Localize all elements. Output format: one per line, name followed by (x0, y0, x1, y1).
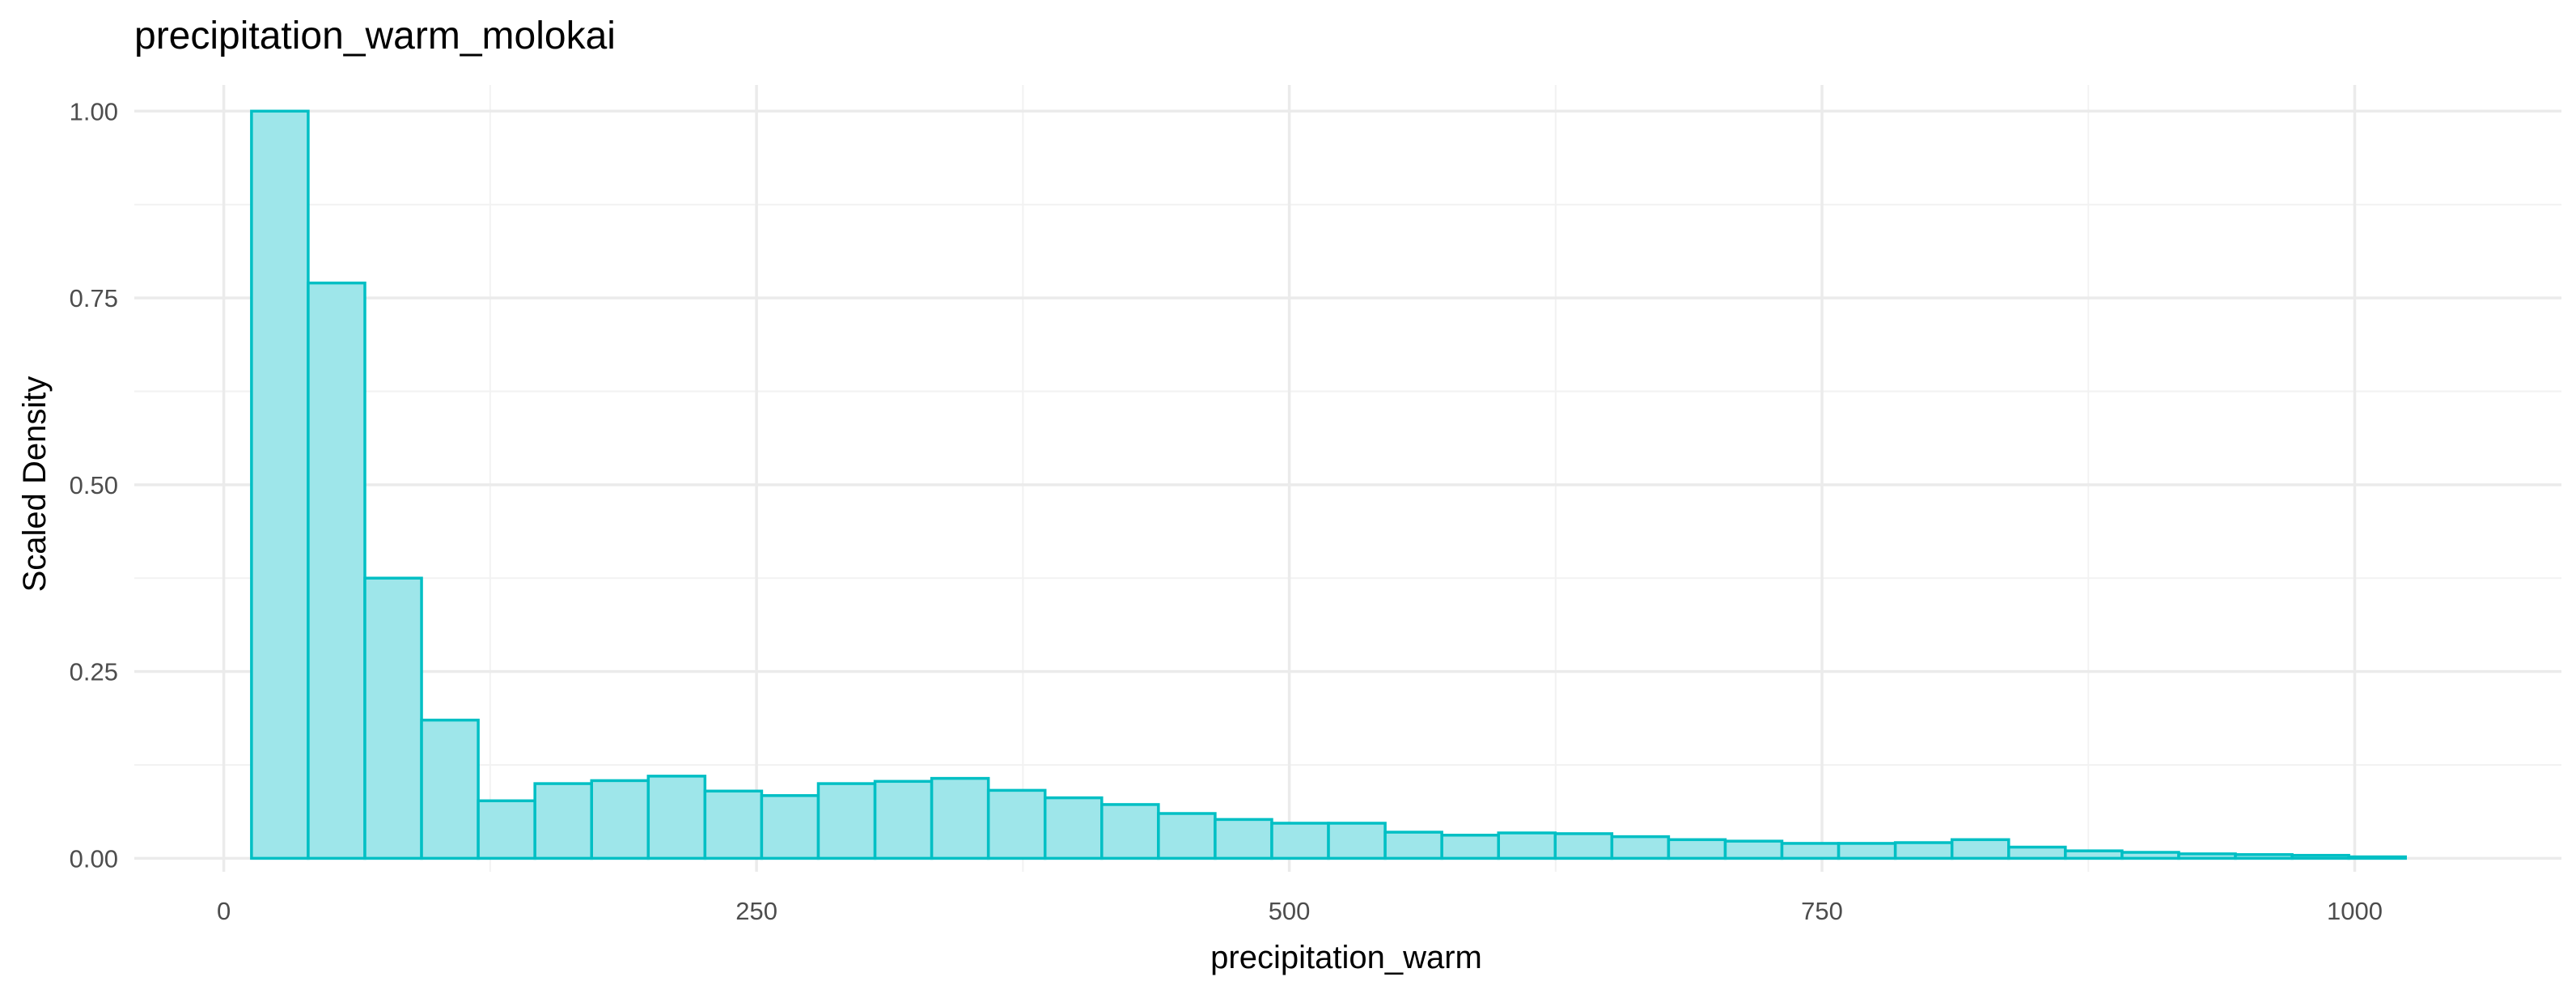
histogram-bar (1440, 834, 1500, 860)
y-tick-label: 0.75 (70, 284, 118, 312)
histogram-bar (1214, 818, 1273, 860)
histogram-bar (986, 788, 1047, 860)
histogram-bar (646, 775, 707, 860)
histogram-bar (1383, 830, 1443, 860)
histogram-bar (2290, 853, 2350, 860)
histogram-bar (2347, 855, 2407, 860)
histogram-bar (1157, 812, 1217, 860)
histogram-bar (1327, 822, 1387, 860)
histogram-bar (2121, 851, 2180, 860)
histogram-bar (930, 776, 990, 860)
x-tick-label: 0 (217, 897, 231, 925)
y-tick-label: 0.25 (70, 658, 118, 686)
histogram-bar (1837, 842, 1897, 860)
histogram-bar (1553, 832, 1614, 860)
y-axis-tick-labels: 0.00 0.25 0.50 0.75 1.00 (70, 97, 118, 873)
histogram-bar (2177, 852, 2237, 860)
x-tick-label: 1000 (2327, 897, 2383, 925)
x-tick-label: 500 (1269, 897, 1311, 925)
histogram-bar (250, 109, 310, 860)
y-tick-label: 0.00 (70, 844, 118, 873)
y-tick-label: 0.50 (70, 471, 118, 499)
histogram-bar (703, 789, 764, 860)
x-axis-label: precipitation_warm (1210, 940, 1482, 975)
histogram-bar (307, 281, 366, 860)
chart-title: precipitation_warm_molokai (134, 15, 616, 57)
histogram-bar (420, 718, 480, 860)
histogram-bar (363, 576, 423, 860)
histogram-bar (1270, 822, 1330, 860)
x-axis-tick-labels: 0 250 500 750 1000 (217, 897, 2383, 925)
histogram-bar (1043, 796, 1104, 860)
y-axis-label: Scaled Density (17, 376, 53, 593)
histogram-bar (1100, 803, 1160, 860)
histogram-bar (1893, 841, 1954, 860)
histogram-bar (1723, 839, 1784, 860)
histogram-bar (873, 779, 934, 860)
minor-gridlines (134, 85, 2561, 872)
histogram-bar (816, 782, 877, 860)
major-gridlines (134, 85, 2561, 872)
x-tick-label: 750 (1801, 897, 1843, 925)
histogram-bar (2007, 845, 2067, 860)
histogram-bar (2064, 849, 2124, 860)
histogram-bar (1497, 831, 1557, 860)
histogram-bar (1610, 835, 1671, 860)
y-tick-label: 1.00 (70, 97, 118, 125)
histogram-bar (1780, 842, 1841, 860)
x-tick-label: 250 (735, 897, 777, 925)
histogram-bar (1950, 838, 2010, 860)
histogram-bar (533, 782, 593, 860)
histogram-bar (1667, 838, 1727, 860)
histogram-bar (477, 799, 536, 860)
histogram-bar (760, 794, 820, 860)
histogram-bar (590, 779, 650, 860)
histogram-bars (250, 109, 2407, 860)
histogram-bar (2234, 853, 2294, 860)
